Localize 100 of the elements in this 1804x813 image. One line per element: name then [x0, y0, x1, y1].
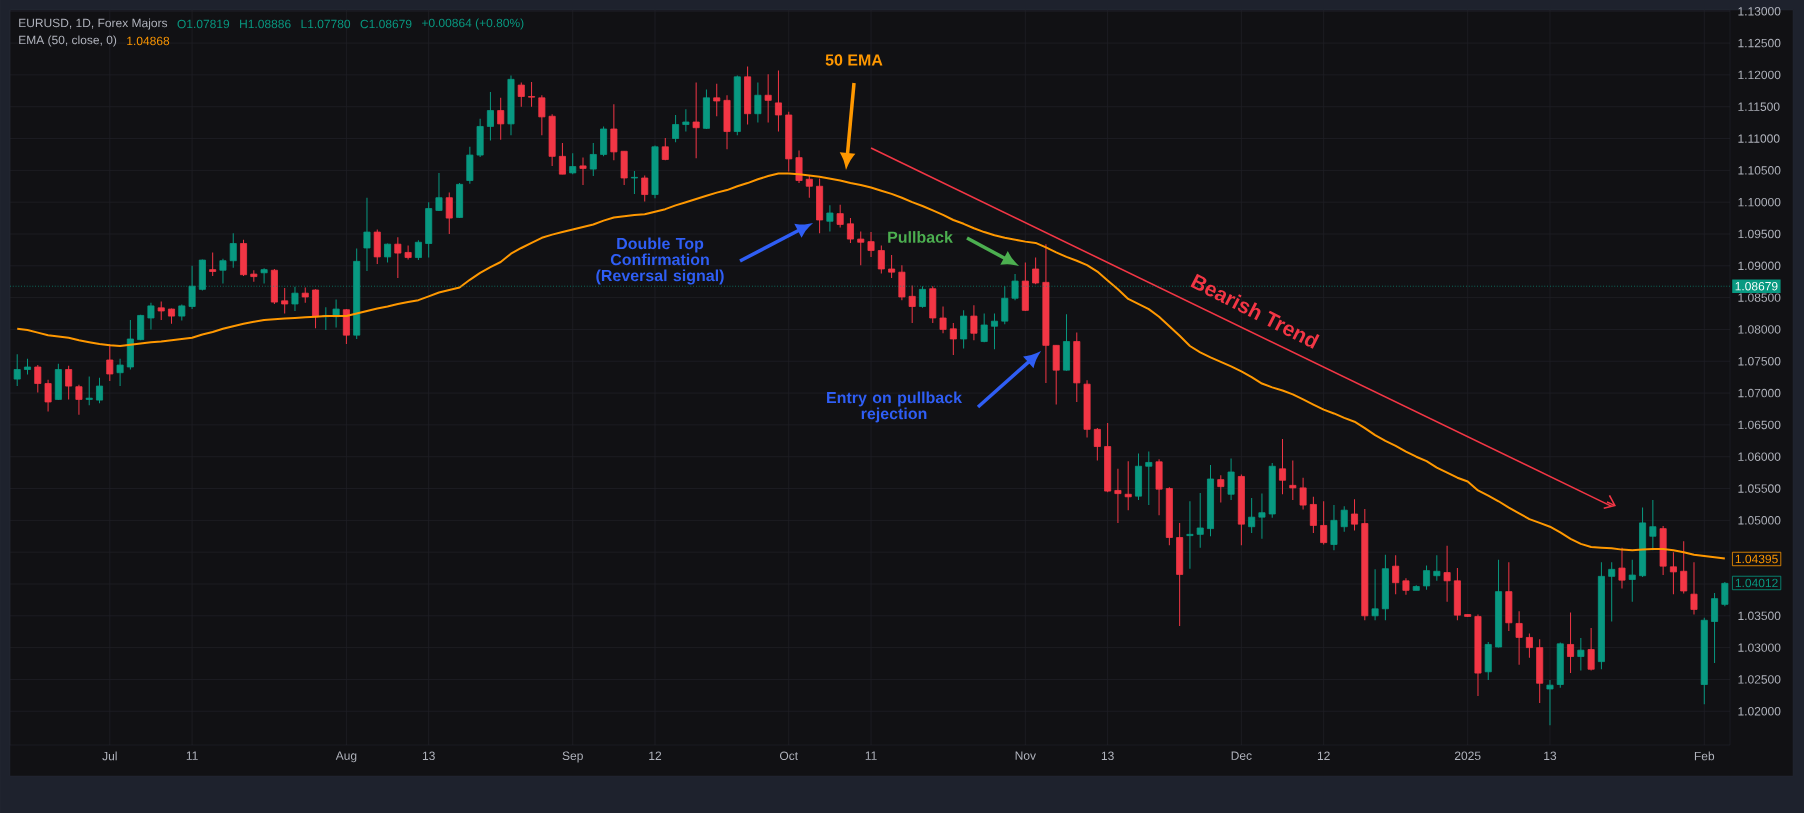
- candlestick: [445, 192, 453, 235]
- candlestick: [1258, 493, 1266, 540]
- candlestick: [1124, 460, 1132, 511]
- candlestick: [1443, 545, 1451, 603]
- candlestick: [291, 286, 299, 312]
- x-tick-label: Oct: [779, 751, 798, 761]
- y-tick-label: 1.02500: [1738, 675, 1781, 684]
- y-tick-label: 1.11000: [1738, 134, 1780, 143]
- candlestick: [1145, 451, 1153, 506]
- x-tick-label: Aug: [335, 751, 357, 763]
- candlestick: [1217, 474, 1225, 504]
- y-tick-label: 1.12500: [1738, 38, 1781, 48]
- candlestick: [1618, 547, 1626, 589]
- x-tick-label: 2025: [1454, 751, 1481, 761]
- candlestick: [1680, 540, 1688, 595]
- candlestick: [1515, 610, 1523, 666]
- candlestick: [672, 114, 680, 143]
- candlestick: [44, 379, 52, 413]
- x-tick-label: 11: [186, 751, 198, 760]
- candlestick: [435, 172, 443, 212]
- x-tick-label: 11: [865, 751, 877, 760]
- candlestick: [877, 244, 885, 274]
- y-tick-label: 1.09000: [1738, 261, 1781, 271]
- x-tick-label: Dec: [1231, 751, 1252, 760]
- x-tick-label: Jul: [102, 751, 117, 761]
- candlestick: [1690, 561, 1698, 616]
- candlestick: [209, 251, 217, 277]
- y-tick-label: 1.06000: [1738, 452, 1781, 461]
- x-tick-label: 13: [1544, 751, 1557, 761]
- candlestick: [1392, 554, 1400, 595]
- annotation: 50 EMA: [825, 54, 883, 66]
- candlestick: [260, 267, 268, 285]
- y-tick-label: 1.07500: [1738, 357, 1781, 366]
- candlestick: [1721, 581, 1729, 607]
- candlestick: [1669, 551, 1677, 595]
- annotation: 1.04868: [127, 36, 170, 46]
- candlestick: [1279, 438, 1286, 495]
- candlestick: [65, 365, 73, 400]
- y-tick-label: 1.08000: [1738, 325, 1781, 334]
- candlestick: [754, 82, 762, 124]
- y-tick-label: 1.05500: [1738, 484, 1781, 493]
- x-tick-label: 12: [649, 751, 662, 760]
- candlestick: [13, 353, 21, 387]
- candlestick: [1032, 257, 1040, 285]
- candlestick: [1628, 559, 1636, 603]
- candlestick: [404, 244, 412, 260]
- annotation: L1.07780: [301, 19, 351, 29]
- y-tick-label: 1.03500: [1738, 611, 1781, 621]
- y-tick-label: 1.02000: [1738, 707, 1781, 716]
- annotation: Pullback: [888, 231, 953, 243]
- candlestick: [85, 376, 93, 406]
- y-tick-label: 1.12000: [1738, 70, 1781, 80]
- candlestick: [1525, 633, 1533, 659]
- candlestick: [610, 103, 618, 161]
- candlestick: [96, 377, 103, 404]
- candlestick: [579, 157, 587, 186]
- candlestick: [538, 94, 546, 136]
- annotation: C1.08679: [360, 19, 412, 29]
- candlestick: [414, 239, 422, 261]
- candlestick: [558, 142, 566, 175]
- y-tick-label: 1.10000: [1738, 197, 1781, 207]
- candlestick: [1649, 499, 1657, 551]
- candlestick: [805, 174, 813, 199]
- candlestick: [75, 384, 83, 416]
- x-tick-label: 13: [1101, 751, 1114, 761]
- candlestick: [960, 309, 968, 350]
- candlestick: [867, 231, 875, 258]
- annotation: O1.07819: [177, 19, 230, 29]
- candlestick: [939, 306, 947, 334]
- candlestick: [517, 82, 525, 108]
- candlestick: [1248, 497, 1256, 534]
- candlestick: [486, 91, 494, 141]
- candlestick: [1567, 612, 1575, 674]
- y-tick-label: 1.07000: [1738, 388, 1781, 398]
- y-tick-label: 1.10500: [1738, 166, 1781, 175]
- annotation: Entry on pullback rejection: [827, 391, 963, 423]
- annotation: +0.00864 (+0.80%): [422, 18, 524, 30]
- annotation: Double Top Confirmation (Reversal signal): [596, 237, 724, 285]
- candlestick: [157, 300, 165, 321]
- candlestick: [1351, 498, 1359, 532]
- candlestick: [229, 232, 237, 269]
- candlestick: [1299, 477, 1307, 511]
- candlestick: [641, 174, 649, 203]
- candlestick: [589, 142, 597, 177]
- annotation: EMA (50, close, 0): [19, 35, 117, 47]
- candlestick: [836, 204, 844, 229]
- candlestick: [219, 258, 227, 285]
- candlestick: [1587, 627, 1595, 672]
- candlestick: [857, 230, 865, 266]
- text: 1.04395: [1735, 554, 1778, 564]
- candlestick: [630, 170, 638, 195]
- y-tick-label: 1.06500: [1738, 420, 1781, 430]
- y-tick-label: 1.11500: [1738, 102, 1780, 111]
- x-tick-label: Sep: [562, 751, 583, 763]
- candlestick: [764, 73, 772, 124]
- candlestick: [1289, 460, 1297, 501]
- candlestick: [497, 97, 505, 141]
- candlestick: [528, 81, 536, 108]
- candlestick: [682, 108, 690, 133]
- candlestick: [1711, 592, 1719, 664]
